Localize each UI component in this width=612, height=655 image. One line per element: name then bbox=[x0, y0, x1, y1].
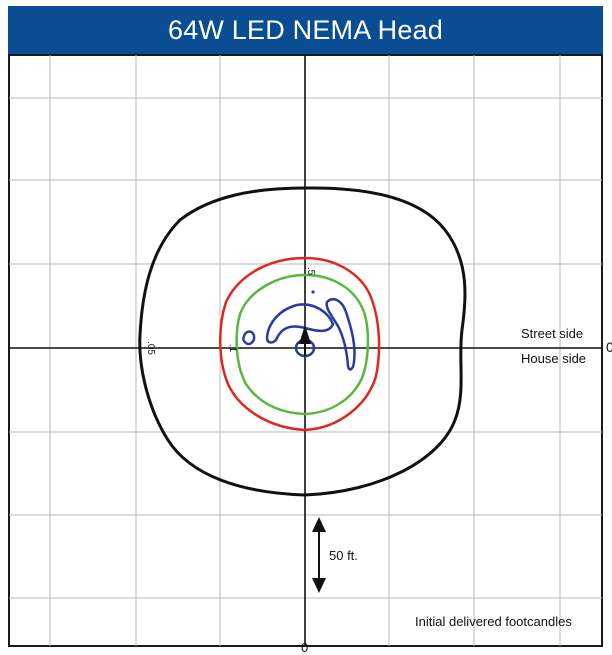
scale-label: 50 ft. bbox=[329, 548, 358, 563]
street-side-label: Street side bbox=[521, 326, 584, 341]
double-arrow-icon bbox=[312, 517, 326, 593]
contour-label-black: .05 bbox=[145, 341, 156, 355]
house-side-label: House side bbox=[521, 351, 587, 366]
axis-bottom-zero: 0 bbox=[301, 640, 309, 655]
contour-label-green: .5 bbox=[305, 267, 316, 276]
contour-outer-black bbox=[138, 186, 467, 497]
axis-right-zero: 0 bbox=[606, 339, 612, 355]
footcandles-caption: Initial delivered footcandles bbox=[415, 614, 572, 629]
up-arrow-icon bbox=[299, 325, 311, 356]
contour-blue bbox=[242, 290, 356, 371]
contour-label-red: .1 bbox=[227, 344, 238, 353]
contour-green bbox=[235, 273, 370, 416]
diagram-title: 64W LED NEMA Head bbox=[8, 6, 603, 54]
contour-red bbox=[219, 256, 381, 432]
